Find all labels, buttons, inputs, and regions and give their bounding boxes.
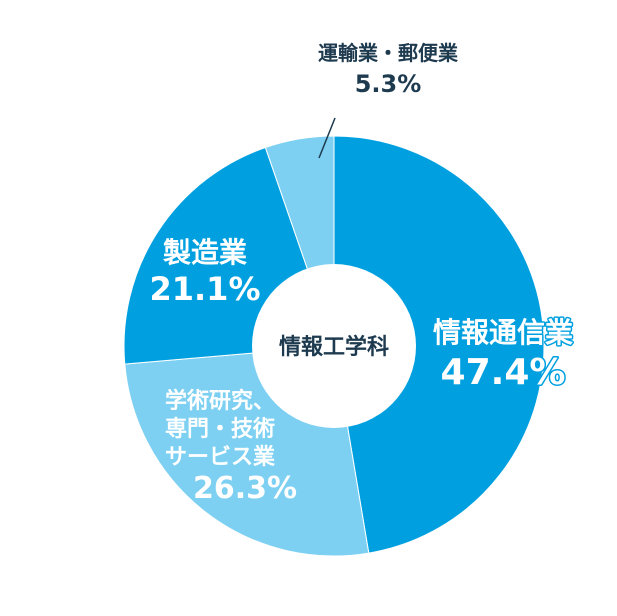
leader-line-transport-postal — [318, 117, 336, 159]
slice-label-academic-research-line2: 専門・技術 — [165, 416, 275, 442]
slice-value-manufacturing: 21.1% — [149, 270, 260, 308]
slice-label-academic-research-line3: サービス業 — [165, 445, 276, 470]
slice-label-manufacturing: 製造業 — [163, 236, 247, 269]
slice-info-comm — [333, 135, 545, 554]
slice-label-transport-postal: 運輸業・郵便業 — [318, 41, 459, 65]
slice-label-academic-research-line1: 学術研究、 — [165, 388, 275, 414]
center-label: 情報工学科 — [279, 334, 389, 360]
slice-value-academic-research: 26.3% — [193, 471, 297, 506]
slice-value-transport-postal: 5.3% — [355, 70, 422, 98]
slice-label-info-comm: 情報通信業 — [433, 316, 573, 349]
center-hole — [252, 264, 416, 428]
slice-value-info-comm: 47.4% — [441, 352, 566, 393]
